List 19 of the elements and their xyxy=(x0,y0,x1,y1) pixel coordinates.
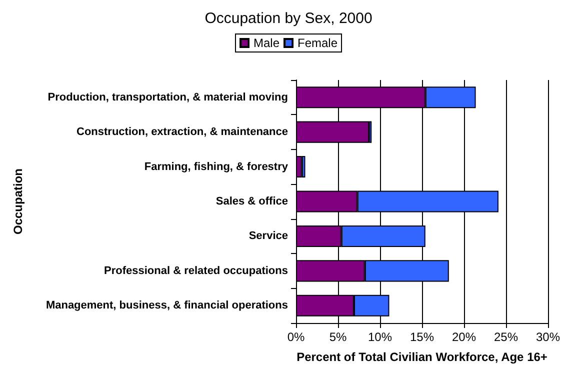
x-tick-label: 5% xyxy=(329,330,347,344)
x-tick-label: 20% xyxy=(452,330,476,344)
y-tick-label: Sales & office xyxy=(216,196,288,208)
x-tick-label: 25% xyxy=(494,330,518,344)
y-tick-label: Management, business, & financial operations xyxy=(46,300,288,312)
x-tick-label: 0% xyxy=(287,330,305,344)
x-tick-label: 10% xyxy=(368,330,392,344)
y-tick-label: Service xyxy=(248,230,288,242)
y-tick-label: Professional & related occupations xyxy=(104,264,288,277)
x-tick-label: 30% xyxy=(536,330,560,344)
y-tick-label: Construction, extraction, & maintenance xyxy=(76,126,288,138)
y-tick-label: Farming, fishing, & forestry xyxy=(144,160,289,173)
y-axis-title: Occupation xyxy=(11,168,25,235)
y-tick-label: Production, transportation, & material moving xyxy=(48,91,288,104)
legend-label: Female xyxy=(298,36,338,50)
legend-label: Male xyxy=(253,36,280,50)
x-tick-label: 15% xyxy=(410,330,434,344)
chart-title: Occupation by Sex, 2000 xyxy=(204,10,372,27)
x-axis-title: Percent of Total Civilian Workforce, Age 16+ xyxy=(296,350,548,364)
